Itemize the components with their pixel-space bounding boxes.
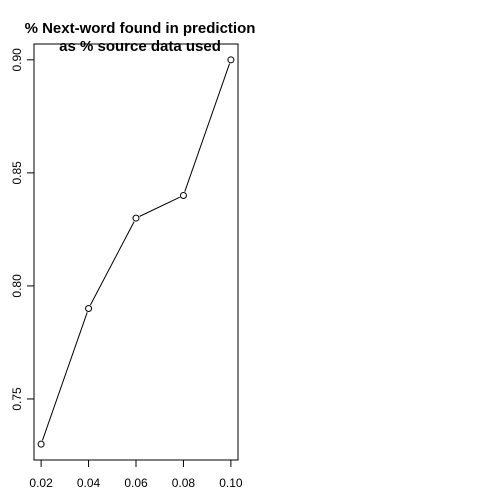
x-tick-label: 0.02 (29, 476, 53, 490)
series-line-segment (184, 63, 231, 192)
data-point (85, 305, 93, 313)
data-point (227, 56, 235, 64)
series-line-segment (89, 221, 135, 306)
data-series (37, 56, 235, 448)
data-point (132, 214, 140, 222)
y-tick-label: 0.85 (10, 161, 24, 185)
chart-title: % Next-word found in prediction as % sou… (25, 20, 256, 55)
series-line-segment (139, 196, 181, 217)
x-axis: 0.02 0.04 0.06 0.08 0.10 (29, 459, 243, 490)
y-tick-label: 0.90 (10, 48, 24, 72)
y-axis: 0.75 0.80 0.85 0.90 (10, 48, 35, 411)
data-point (37, 440, 45, 448)
x-tick-label: 0.04 (77, 476, 101, 490)
x-tick-label: 0.10 (219, 476, 243, 490)
data-point (179, 191, 187, 199)
x-tick-label: 0.06 (124, 476, 148, 490)
chart-title-line-1: % Next-word found in prediction (25, 20, 256, 37)
x-tick-label: 0.08 (172, 476, 196, 490)
plot-box (33, 43, 239, 461)
chart-title-line-2: as % source data used (59, 38, 221, 55)
y-tick-label: 0.75 (10, 387, 24, 411)
series-line-segment (41, 312, 88, 441)
y-tick-label: 0.80 (10, 274, 24, 298)
